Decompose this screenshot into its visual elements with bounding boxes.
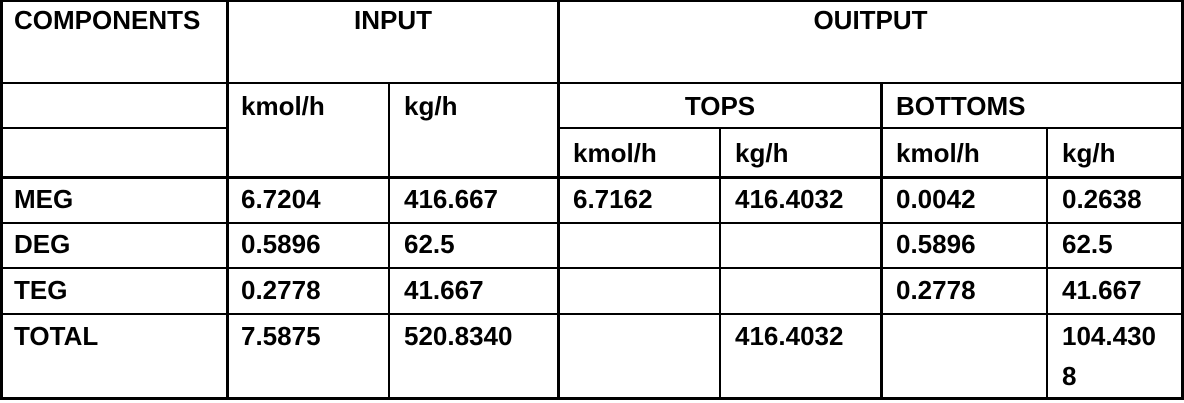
row-meg-bottoms-kmol: 0.0042: [896, 184, 976, 214]
row-deg-input-kg: 62.5: [404, 229, 455, 259]
header-tops: TOPS: [684, 91, 756, 121]
row-total-bottoms-kg-wrap: 8: [1062, 361, 1077, 391]
grid-line: [719, 129, 721, 400]
grid-line: [0, 313, 1184, 315]
row-teg-input-kmol: 0.2778: [241, 275, 321, 305]
grid-line: [557, 0, 560, 400]
row-deg-bottoms-kmol: 0.5896: [896, 229, 976, 259]
header-components: COMPONENTS: [14, 5, 201, 35]
row-teg-bottoms-kg: 41.667: [1062, 275, 1142, 305]
row-total-input-kmol: 7.5875: [241, 321, 321, 351]
header-input: INPUT: [354, 5, 432, 35]
header-input-kmol: kmol/h: [241, 91, 325, 121]
header-tops-kg: kg/h: [735, 138, 789, 168]
grid-line: [1046, 129, 1048, 400]
row-deg-bottoms-kg: 62.5: [1062, 229, 1113, 259]
row-teg-component: TEG: [14, 275, 68, 305]
row-meg-tops-kmol: 6.7162: [573, 184, 653, 214]
row-meg-input-kg: 416.667: [404, 184, 498, 214]
grid-line: [0, 397, 1184, 400]
row-total-bottoms-kg: 104.430: [1062, 321, 1156, 351]
row-teg-input-kg: 41.667: [404, 275, 484, 305]
grid-line: [226, 0, 229, 400]
row-deg-input-kmol: 0.5896: [241, 229, 321, 259]
grid-line: [880, 84, 883, 400]
header-bottoms-kmol: kmol/h: [896, 138, 980, 168]
grid-line: [0, 0, 3, 400]
row-teg-bottoms-kmol: 0.2778: [896, 275, 976, 305]
grid-line: [0, 0, 1184, 2]
header-bottoms: BOTTOMS: [896, 91, 1026, 121]
grid-line: [0, 82, 1184, 84]
grid-line: [0, 267, 1184, 269]
row-meg-input-kmol: 6.7204: [241, 184, 321, 214]
row-total-input-kg: 520.8340: [404, 321, 513, 351]
grid-line: [0, 222, 1184, 224]
header-bottoms-kg: kg/h: [1062, 138, 1116, 168]
row-total-component: TOTAL: [14, 321, 99, 351]
grid-line: [558, 127, 1184, 129]
row-meg-component: MEG: [14, 184, 74, 214]
header-output: OUITPUT: [813, 5, 928, 35]
header-input-kg: kg/h: [404, 91, 458, 121]
row-meg-tops-kg: 416.4032: [735, 184, 844, 214]
row-total-tops-kg: 416.4032: [735, 321, 844, 351]
grid-line: [1181, 0, 1184, 400]
grid-line: [388, 84, 390, 400]
grid-line: [0, 127, 228, 129]
grid-line: [0, 176, 1184, 179]
row-deg-component: DEG: [14, 229, 71, 259]
header-tops-kmol: kmol/h: [573, 138, 657, 168]
row-meg-bottoms-kg: 0.2638: [1062, 184, 1142, 214]
